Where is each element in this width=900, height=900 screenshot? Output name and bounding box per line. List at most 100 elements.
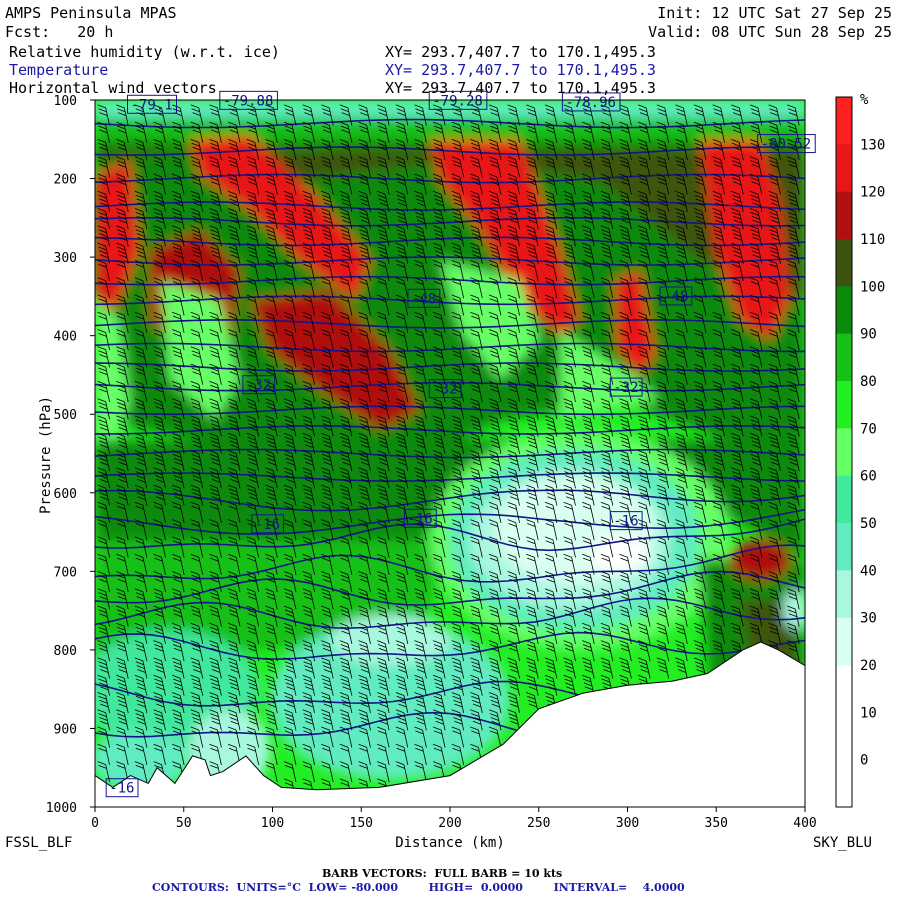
temperature-label-12: -16 xyxy=(613,514,638,530)
colorbar-frame xyxy=(835,96,853,808)
wind-barb xyxy=(339,553,353,575)
wind-barb xyxy=(507,156,520,178)
wind-barb xyxy=(712,121,725,143)
valid-time: Valid: 08 UTC Sun 28 Sep 25 xyxy=(648,23,892,41)
wind-barb xyxy=(265,104,278,126)
wind-barb xyxy=(787,519,800,541)
wind-barb xyxy=(582,311,595,333)
wind-barb xyxy=(153,415,166,437)
x-tick-label-3: 150 xyxy=(350,816,373,831)
wind-barb xyxy=(619,605,632,627)
rh-lower-cyan xyxy=(270,620,510,780)
wind-barb xyxy=(209,432,222,454)
wind-barb xyxy=(787,346,800,368)
wind-barb xyxy=(246,622,260,644)
wind-barb xyxy=(246,674,260,696)
wind-barb xyxy=(488,657,502,679)
wind-barb xyxy=(414,139,427,161)
wind-barb xyxy=(358,519,371,541)
wind-barb xyxy=(693,208,707,230)
wind-barb xyxy=(507,484,520,506)
wind-barb xyxy=(302,571,315,593)
wind-barb xyxy=(116,225,129,247)
temperature-label-box-6 xyxy=(659,286,693,306)
x-tick-label-1: 50 xyxy=(176,816,192,831)
wind-barb xyxy=(97,622,110,644)
y-tick-label-7: 800 xyxy=(54,644,77,659)
wind-barb xyxy=(470,450,483,472)
wind-barb xyxy=(656,605,670,627)
wind-barb xyxy=(209,329,222,351)
temperature-label-box-7 xyxy=(242,375,276,395)
wind-barb xyxy=(190,605,204,627)
wind-barb xyxy=(451,553,465,575)
wind-barb xyxy=(97,432,110,454)
wind-barb xyxy=(265,674,278,696)
wind-barb xyxy=(488,432,502,454)
wind-barb xyxy=(526,173,539,195)
wind-barb xyxy=(712,588,725,610)
wind-barb xyxy=(209,121,222,143)
wind-barb xyxy=(563,363,576,385)
wind-barb xyxy=(470,484,483,506)
wind-barb xyxy=(134,467,148,489)
wind-barb xyxy=(97,277,110,299)
wind-barb xyxy=(432,277,446,299)
wind-barb xyxy=(768,519,781,541)
wind-barb xyxy=(656,277,670,299)
wind-barb xyxy=(693,657,707,679)
wind-barb xyxy=(693,260,707,282)
wind-barb xyxy=(339,519,353,541)
wind-barb xyxy=(675,622,688,644)
wind-barb xyxy=(358,432,371,454)
wind-barb xyxy=(321,381,334,402)
wind-barb xyxy=(246,311,260,333)
wind-barb xyxy=(787,467,800,489)
wind-barb xyxy=(414,432,427,454)
wind-barb xyxy=(227,398,241,420)
isotherm-16 xyxy=(95,472,805,482)
wind-barb xyxy=(265,571,278,593)
wind-barb xyxy=(321,640,334,662)
wind-barb xyxy=(619,156,632,178)
wind-barb xyxy=(526,363,539,385)
wind-barb xyxy=(302,484,315,506)
wind-barb xyxy=(97,242,110,264)
wind-barb xyxy=(526,242,539,264)
wind-barb xyxy=(544,294,558,316)
colorbar-tick-label-2: 20 xyxy=(860,658,877,674)
wind-barb xyxy=(768,346,781,368)
wind-barb xyxy=(712,571,725,593)
wind-barb xyxy=(470,104,483,126)
wind-barb xyxy=(97,139,110,161)
wind-barb xyxy=(339,484,353,506)
wind-barb xyxy=(768,588,781,610)
wind-barb xyxy=(656,139,670,161)
wind-barb xyxy=(470,329,483,351)
wind-barb xyxy=(283,450,297,472)
wind-barb xyxy=(227,640,241,662)
wind-barb xyxy=(134,761,148,783)
wind-barb xyxy=(656,121,670,143)
wind-barb xyxy=(526,432,539,454)
wind-barb xyxy=(470,363,483,385)
wind-barb xyxy=(302,121,315,143)
wind-barb xyxy=(600,208,614,230)
wind-barb xyxy=(227,692,241,714)
wind-barb xyxy=(116,709,129,731)
wind-barb xyxy=(507,277,520,299)
wind-barb xyxy=(507,622,520,644)
wind-barb xyxy=(432,674,446,696)
wind-barb xyxy=(507,398,520,420)
wind-barb xyxy=(675,588,688,610)
wind-barb xyxy=(563,329,576,351)
wind-barb xyxy=(787,156,800,178)
wind-barb xyxy=(656,190,670,212)
wind-barb xyxy=(637,104,651,126)
colorbar-swatch-5 xyxy=(836,333,852,382)
wind-barb xyxy=(97,208,110,230)
wind-barb xyxy=(377,588,390,610)
wind-barb xyxy=(637,605,651,627)
wind-barb xyxy=(321,709,334,731)
wind-barb xyxy=(544,156,558,178)
